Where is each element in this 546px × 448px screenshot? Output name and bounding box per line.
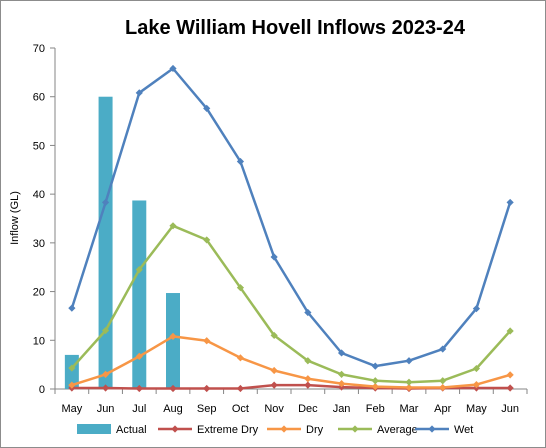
wet-point: [371, 362, 379, 370]
dry-point: [304, 375, 312, 383]
x-tick-label: Jan: [333, 403, 351, 415]
average-point: [135, 266, 143, 274]
average-point: [405, 378, 413, 386]
extreme-dry-point: [169, 384, 177, 393]
extreme-dry-point: [304, 381, 312, 389]
dry-series-line: [71, 335, 511, 389]
average-point: [236, 284, 245, 292]
legend-wet-marker: [428, 425, 436, 433]
dry-point: [371, 382, 379, 391]
x-tick-label: Dec: [298, 403, 318, 415]
wet-point: [68, 304, 76, 312]
y-tick-label: 40: [33, 189, 45, 201]
x-tick-label: Aug: [163, 403, 183, 415]
average-point: [68, 364, 76, 372]
x-tick-label: May: [466, 403, 487, 415]
average-point: [203, 236, 211, 244]
x-tick-label: Feb: [366, 403, 385, 415]
y-tick-label: 70: [33, 43, 45, 55]
actual-bar: [132, 200, 147, 389]
wet-point: [101, 198, 110, 207]
dry-point: [337, 380, 346, 388]
average-point: [101, 326, 110, 335]
y-axis-title: Inflow (GL): [9, 191, 21, 245]
x-tick-label: Mar: [400, 403, 419, 415]
average-point: [337, 370, 346, 378]
average-point: [304, 357, 312, 365]
extreme-dry-point: [203, 384, 211, 393]
dry-point: [270, 366, 278, 375]
legend-dry-marker: [280, 425, 288, 433]
y-tick-label: 10: [33, 335, 45, 347]
wet-point: [135, 89, 143, 97]
dry-point: [405, 383, 413, 392]
wet-series-line: [70, 67, 512, 368]
dry-point: [506, 371, 514, 379]
legend-extreme-dry-label: Extreme Dry: [197, 424, 259, 436]
average-point: [439, 377, 447, 385]
x-tick-label: Jun: [97, 403, 115, 415]
dry-point: [101, 370, 110, 378]
dry-point: [68, 381, 76, 389]
wet-point: [506, 198, 514, 207]
wet-point: [405, 357, 413, 365]
x-tick-label: May: [61, 403, 82, 415]
extreme-dry-point: [236, 384, 245, 393]
y-tick-label: 20: [33, 287, 45, 299]
legend-actual-label: Actual: [116, 424, 147, 436]
wet-point: [236, 157, 245, 166]
y-tick-label: 30: [33, 238, 45, 250]
actual-bar: [98, 96, 113, 389]
legend-average-marker: [351, 425, 359, 433]
wet-point: [270, 253, 278, 261]
average-point: [371, 377, 379, 385]
x-tick-label: Sep: [197, 403, 217, 415]
extreme-dry-point: [506, 384, 514, 392]
y-tick-label: 50: [33, 140, 45, 152]
legend-wet-label: Wet: [454, 424, 473, 436]
dry-point: [472, 381, 481, 389]
dry-point: [236, 354, 245, 362]
legend-actual-swatch: [77, 424, 111, 434]
wet-point: [203, 104, 211, 113]
dry-point: [135, 352, 143, 360]
y-tick-label: 0: [39, 384, 45, 396]
x-tick-label: Oct: [232, 403, 249, 415]
average-series-line: [70, 224, 512, 384]
dry-point: [169, 332, 177, 340]
extreme-dry-point: [101, 384, 110, 392]
legend-average-label: Average: [377, 424, 418, 436]
x-tick-label: Nov: [264, 403, 284, 415]
wet-point: [337, 349, 346, 357]
wet-point: [472, 305, 481, 313]
average-point: [472, 364, 481, 373]
x-tick-label: Apr: [434, 403, 451, 415]
extreme-dry-point: [270, 381, 278, 389]
legend-dry-label: Dry: [306, 424, 324, 436]
chart-title: Lake William Hovell Inflows 2023-24: [125, 17, 466, 39]
x-tick-label: Jul: [132, 403, 146, 415]
wet-point: [304, 308, 312, 317]
extreme-dry-point: [135, 384, 143, 393]
dry-point: [439, 383, 447, 392]
actual-bar: [166, 293, 180, 389]
average-point: [506, 327, 514, 335]
y-tick-label: 60: [33, 92, 45, 104]
wet-point: [169, 64, 177, 73]
average-point: [169, 222, 177, 230]
legend-extreme-dry-marker: [171, 425, 179, 433]
average-point: [270, 331, 278, 340]
dry-point: [203, 337, 211, 345]
x-tick-label: Jun: [501, 403, 519, 415]
wet-point: [439, 345, 447, 353]
